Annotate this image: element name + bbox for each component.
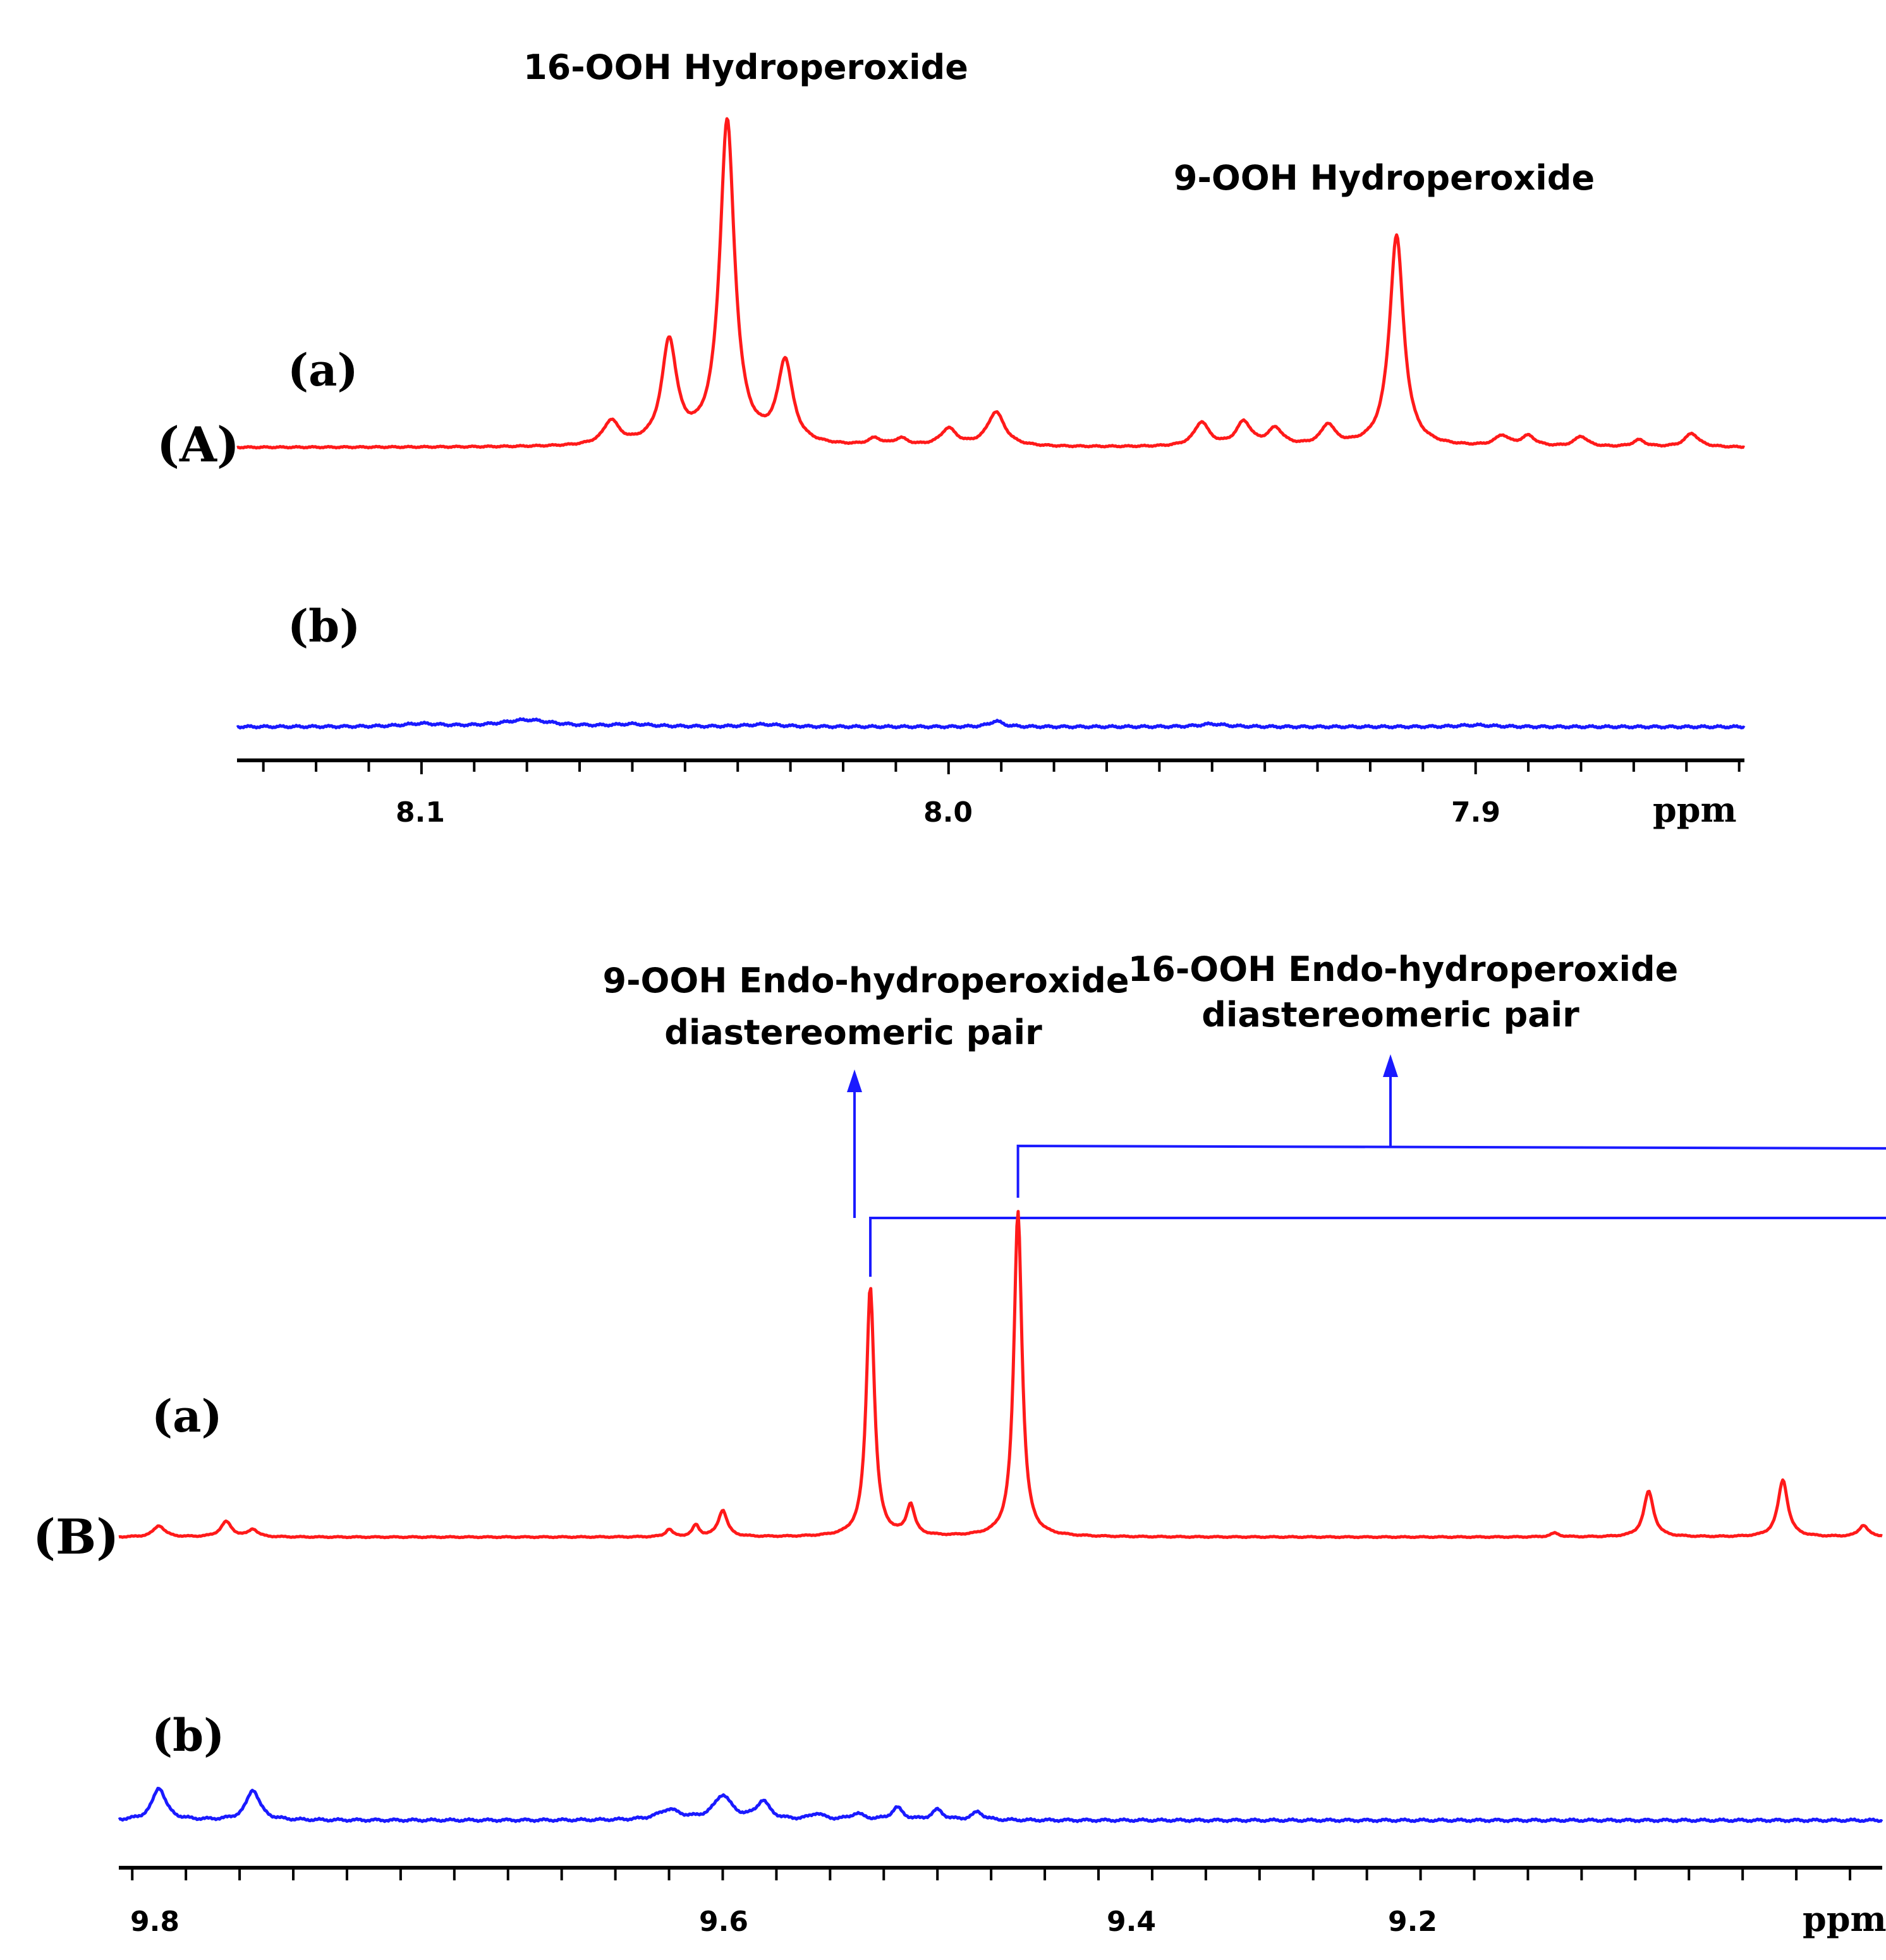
tick-label: 9.8 — [130, 1906, 179, 1938]
x-axis-ticks — [262, 760, 1741, 774]
trace-label-b: (b) — [152, 1709, 224, 1762]
annotation-9-ooh-endo-line2: diastereomeric pair — [664, 1013, 1042, 1052]
tick-label: 9.2 — [1388, 1906, 1437, 1938]
tick-label: 7.9 — [1451, 796, 1500, 829]
panel-A: 16-OOH Hydroperoxide 9-OOH Hydroperoxide… — [157, 47, 1746, 830]
trace-label-b: (b) — [288, 600, 360, 652]
annotation-9-ooh-endo-line1: 9-OOH Endo-hydroperoxide — [603, 961, 1129, 1001]
bracket-9-ooh — [869, 1217, 1886, 1277]
annotation-16-ooh: 16-OOH Hydroperoxide — [523, 47, 968, 87]
panel-label-B: (B) — [33, 1509, 119, 1565]
annotation-16-ooh-endo-line1: 16-OOH Endo-hydroperoxide — [1128, 949, 1679, 989]
x-axis-unit: ppm — [1653, 789, 1737, 830]
x-axis-ticks — [131, 1868, 1852, 1880]
diastereomer-brackets — [847, 1054, 1886, 1277]
bracket-16-ooh — [1016, 1144, 1886, 1198]
spectrum-trace-b — [236, 717, 1746, 730]
spectrum-trace-a — [118, 1210, 1883, 1540]
panel-label-A: (A) — [157, 417, 240, 473]
annotation-16-ooh-endo-line2: diastereomeric pair — [1202, 995, 1579, 1035]
tick-label: 9.4 — [1107, 1906, 1156, 1938]
annotation-9-ooh: 9-OOH Hydroperoxide — [1174, 158, 1595, 198]
spectrum-trace-b — [118, 1786, 1883, 1823]
tick-label: 8.0 — [923, 796, 973, 829]
trace-label-a: (a) — [152, 1390, 222, 1442]
arrowhead-16-ooh — [1383, 1054, 1398, 1077]
x-axis-unit: ppm — [1803, 1899, 1886, 1939]
tick-label: 8.1 — [396, 796, 445, 829]
spectrum-trace-a — [236, 117, 1746, 450]
panel-B: 9-OOH Endo-hydroperoxide diastereomeric … — [33, 949, 1886, 1939]
arrowhead-9-ooh — [847, 1069, 862, 1092]
tick-label: 9.6 — [699, 1906, 748, 1938]
trace-label-a: (a) — [288, 344, 358, 396]
